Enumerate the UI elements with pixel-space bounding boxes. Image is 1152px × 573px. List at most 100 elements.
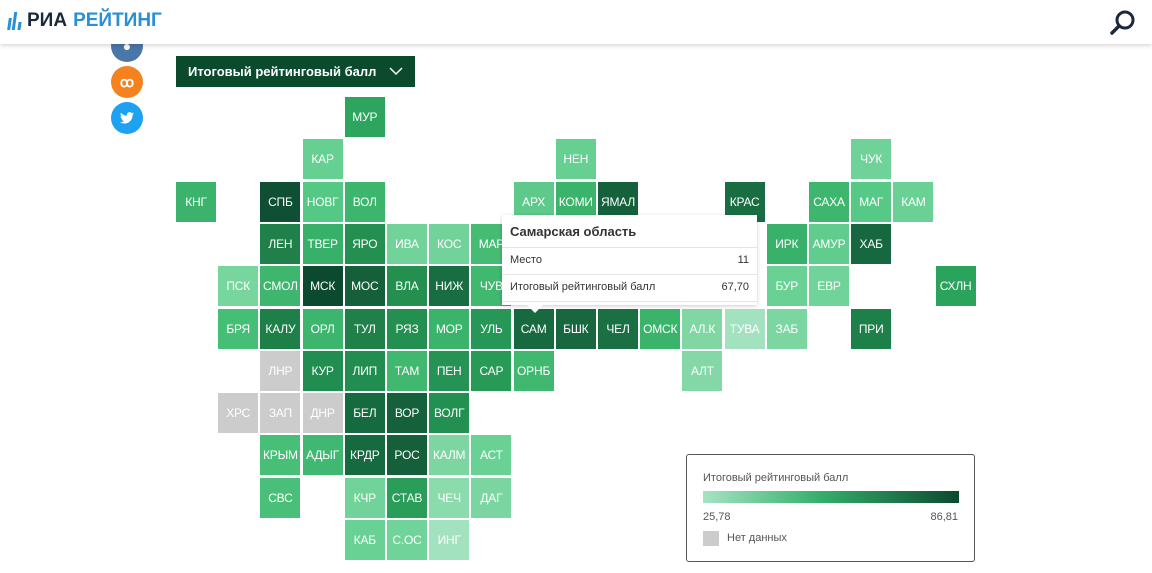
- region-tile[interactable]: ТУЛ: [344, 308, 385, 349]
- region-tile[interactable]: КАБ: [344, 520, 385, 560]
- region-tile[interactable]: КНГ: [176, 181, 216, 222]
- region-tile[interactable]: КАЛУ: [260, 308, 301, 349]
- indicator-select[interactable]: Итоговый рейтинговый балл: [176, 56, 415, 87]
- region-tile[interactable]: ДАГ: [471, 477, 512, 518]
- vk-icon: ●: [122, 38, 132, 54]
- region-tile[interactable]: АЛ.К: [682, 308, 723, 349]
- region-tile[interactable]: ЕВР: [809, 266, 849, 307]
- region-tile[interactable]: ЛЕН: [260, 223, 301, 264]
- region-tile[interactable]: ПЕН: [429, 350, 470, 391]
- region-tile[interactable]: АРХ: [513, 181, 554, 222]
- region-tooltip: Самарская область Место 11 Итоговый рейти…: [502, 215, 757, 313]
- region-tile[interactable]: СВС: [260, 477, 301, 518]
- region-tile[interactable]: ВЛА: [387, 266, 427, 307]
- region-tile[interactable]: КЧР: [344, 477, 385, 518]
- region-tile[interactable]: БРЯ: [218, 308, 259, 349]
- region-tile[interactable]: ЗАП: [260, 393, 301, 434]
- twitter-share-button[interactable]: [111, 102, 143, 134]
- twitter-icon: [120, 112, 134, 124]
- region-tile[interactable]: ТАМ: [387, 350, 427, 391]
- region-tile[interactable]: МСК: [302, 266, 343, 307]
- region-tile[interactable]: САМ: [512, 307, 555, 350]
- region-tile[interactable]: ХРС: [218, 393, 259, 434]
- no-data-label: Нет данных: [727, 532, 787, 544]
- region-tile[interactable]: ИВА: [387, 223, 427, 264]
- region-tile[interactable]: БУР: [766, 266, 807, 307]
- region-tile[interactable]: НОВГ: [302, 181, 343, 222]
- logo-text-ria: РИА: [27, 10, 68, 31]
- region-tile[interactable]: БЕЛ: [344, 393, 385, 434]
- tooltip-title: Самарская область: [502, 215, 757, 248]
- region-tile[interactable]: ЧЕЧ: [429, 477, 470, 518]
- legend-max-value: 86,81: [930, 511, 958, 523]
- region-tile[interactable]: ИНГ: [429, 520, 470, 560]
- region-tile[interactable]: ПСК: [218, 266, 259, 307]
- region-tile[interactable]: МОР: [429, 308, 470, 349]
- region-tile[interactable]: ТУВА: [724, 308, 765, 349]
- region-tile[interactable]: КАМ: [893, 181, 934, 222]
- region-tile[interactable]: ИРК: [766, 223, 807, 264]
- tooltip-label: Место: [510, 254, 542, 266]
- region-tile[interactable]: МОС: [344, 266, 385, 307]
- region-tile[interactable]: РЯЗ: [387, 308, 427, 349]
- ok-share-button[interactable]: ꝏ: [111, 66, 143, 98]
- region-tile[interactable]: ВОЛГ: [429, 393, 470, 434]
- region-tile[interactable]: САХА: [809, 181, 849, 222]
- region-tile[interactable]: ЧУК: [851, 139, 892, 180]
- region-tile[interactable]: АЛТ: [682, 350, 723, 391]
- region-tile[interactable]: МАГ: [851, 181, 892, 222]
- region-tile[interactable]: СХЛН: [935, 266, 976, 307]
- logo-bars-icon: [7, 12, 22, 30]
- region-tile[interactable]: ОРЛ: [302, 308, 343, 349]
- region-tile[interactable]: КРДР: [344, 435, 385, 476]
- region-tile[interactable]: ЗАБ: [766, 308, 807, 349]
- region-tile[interactable]: КУР: [302, 350, 343, 391]
- region-tile[interactable]: КРЫМ: [260, 435, 301, 476]
- region-tile[interactable]: БШК: [555, 308, 596, 349]
- region-tile[interactable]: СМОЛ: [260, 266, 301, 307]
- site-header: РИА РЕЙТИНГ: [0, 0, 1152, 44]
- region-tile[interactable]: ЛНР: [260, 350, 301, 391]
- region-tile[interactable]: КАЛМ: [429, 435, 470, 476]
- region-tile[interactable]: ОМСК: [640, 308, 681, 349]
- region-tile[interactable]: ВОЛ: [344, 181, 385, 222]
- region-tile[interactable]: ДНР: [302, 393, 343, 434]
- tooltip-value: 11: [737, 254, 749, 266]
- region-tile[interactable]: КОС: [429, 223, 470, 264]
- region-tile[interactable]: АДЫГ: [302, 435, 343, 476]
- region-tile[interactable]: СТАВ: [387, 477, 427, 518]
- region-tile[interactable]: УЛЬ: [471, 308, 512, 349]
- region-tile[interactable]: МУР: [344, 97, 385, 137]
- ria-rating-logo[interactable]: РИА РЕЙТИНГ: [7, 10, 162, 32]
- region-tile[interactable]: ТВЕР: [302, 223, 343, 264]
- region-tile[interactable]: НИЖ: [429, 266, 470, 307]
- region-tile[interactable]: КРАС: [724, 181, 765, 222]
- region-tile[interactable]: КОМИ: [555, 181, 596, 222]
- region-tile[interactable]: С.ОС: [387, 520, 427, 560]
- region-tile[interactable]: АСТ: [471, 435, 512, 476]
- region-tile[interactable]: АМУР: [809, 223, 849, 264]
- region-tile[interactable]: ЛИП: [344, 350, 385, 391]
- tooltip-row-score: Итоговый рейтинговый балл 67,70: [502, 275, 757, 302]
- odnoklassniki-icon: ꝏ: [119, 73, 135, 90]
- region-tile[interactable]: ПРИ: [851, 308, 892, 349]
- region-tile[interactable]: ЯМАЛ: [598, 181, 638, 222]
- region-tile[interactable]: СПБ: [260, 181, 301, 222]
- no-data-swatch: [703, 531, 719, 546]
- region-tile[interactable]: ОРНБ: [513, 350, 554, 391]
- legend-gradient-bar: [703, 491, 959, 503]
- logo-text-rating: РЕЙТИНГ: [73, 10, 162, 31]
- tooltip-label: Итоговый рейтинговый балл: [510, 281, 656, 293]
- color-legend: Итоговый рейтинговый балл 25,78 86,81 Не…: [686, 454, 975, 562]
- region-tile[interactable]: ВОР: [387, 393, 427, 434]
- legend-title: Итоговый рейтинговый балл: [703, 472, 849, 484]
- region-tile[interactable]: РОС: [387, 435, 427, 476]
- region-tile[interactable]: НЕН: [555, 139, 596, 180]
- region-tile[interactable]: САР: [471, 350, 512, 391]
- search-icon[interactable]: [1110, 9, 1136, 35]
- region-tile[interactable]: ЧЕЛ: [598, 308, 638, 349]
- indicator-select-label: Итоговый рейтинговый балл: [188, 64, 377, 79]
- region-tile[interactable]: КАР: [302, 139, 343, 180]
- region-tile[interactable]: ХАБ: [851, 223, 892, 264]
- region-tile[interactable]: ЯРО: [344, 223, 385, 264]
